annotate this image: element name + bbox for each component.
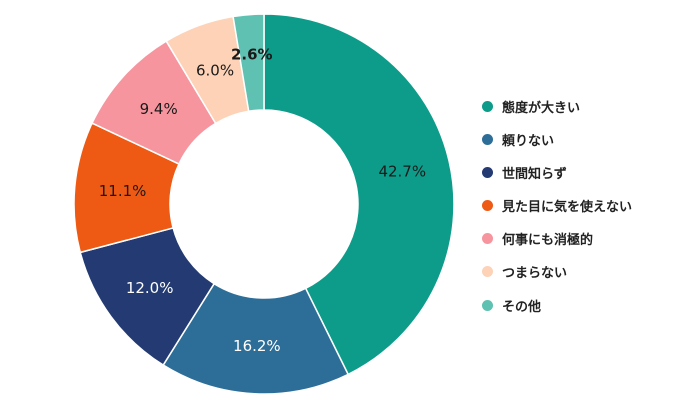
legend-label: 世間知らず <box>502 166 567 182</box>
legend-item-6: つまらない <box>482 264 632 282</box>
data-label-1: 42.7% <box>378 163 426 181</box>
legend-label: 見た目に気を使えない <box>502 200 633 216</box>
legend-label: 何事にも消極的 <box>502 233 594 249</box>
legend: 態度が大きい 頼りない世間知らず見た目に気を使えない 何事にも消極的 つまらないその他 <box>482 98 632 330</box>
data-label-3: 12.0% <box>126 279 174 297</box>
legend-label: 態度が大きい <box>502 100 581 116</box>
legend-item-4: 見た目に気を使えない <box>482 198 633 216</box>
legend-item-1: 態度が大きい <box>482 98 632 116</box>
legend-swatch-icon <box>482 266 493 278</box>
legend-swatch-icon <box>482 166 493 178</box>
legend-swatch-icon <box>482 233 493 245</box>
legend-item-3: 世間知らず <box>482 164 632 182</box>
data-label-4: 11.1% <box>99 182 147 200</box>
legend-swatch-icon <box>482 200 493 212</box>
data-label-7: 2.6% <box>231 46 273 64</box>
legend-item-7: その他 <box>482 297 632 315</box>
slice-2 <box>162 282 350 395</box>
slice-7 <box>232 13 265 113</box>
slice-1 <box>263 13 455 376</box>
legend-swatch-icon <box>482 299 493 311</box>
legend-label: 頼りない <box>502 133 555 149</box>
legend-item-5: 何事にも消極的 <box>482 231 632 249</box>
legend-label: つまらない <box>502 266 568 282</box>
legend-label: その他 <box>502 299 542 315</box>
legend-swatch-icon <box>482 100 493 112</box>
data-label-6: 6.0% <box>196 62 234 80</box>
data-label-2: 16.2% <box>233 337 281 355</box>
legend-swatch-icon <box>482 133 493 145</box>
data-label-5: 9.4% <box>140 100 178 118</box>
legend-item-2: 頼りない <box>482 131 632 149</box>
